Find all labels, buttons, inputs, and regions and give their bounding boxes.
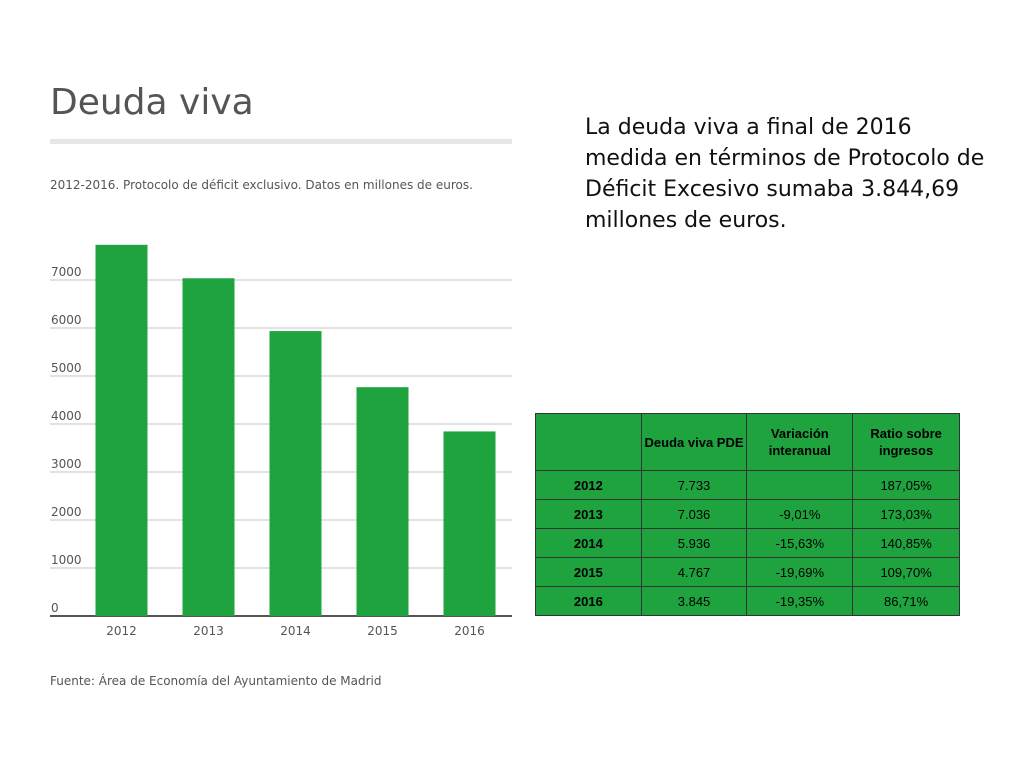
year-cell: 2014 bbox=[535, 528, 642, 558]
y-tick-label: 5000 bbox=[51, 361, 82, 375]
bar bbox=[356, 387, 409, 616]
chart-title: Deuda viva bbox=[50, 82, 254, 123]
x-tick-labels: 2012 2013 2014 2015 2016 bbox=[106, 624, 485, 638]
ratio-cell: 109,70% bbox=[852, 557, 960, 587]
ratio-cell: 187,05% bbox=[852, 470, 960, 500]
bar bbox=[182, 278, 235, 616]
ratio-cell: 86,71% bbox=[852, 586, 960, 616]
bar bbox=[269, 331, 322, 616]
description-text: La deuda viva a final de 2016 medida en … bbox=[585, 115, 985, 233]
x-tick-label: 2012 bbox=[106, 624, 137, 638]
table-row: 2016 3.845 -19,35% 86,71% bbox=[535, 586, 960, 616]
chart-subtitle: 2012-2016. Protocolo de déficit exclusiv… bbox=[50, 178, 473, 192]
deuda-cell: 4.767 bbox=[640, 557, 748, 587]
header-cell-empty bbox=[535, 413, 642, 471]
table-row: 2015 4.767 -19,69% 109,70% bbox=[535, 557, 960, 587]
y-tick-label: 6000 bbox=[51, 313, 82, 327]
variacion-cell bbox=[746, 470, 854, 500]
year-cell: 2013 bbox=[535, 499, 642, 529]
year-cell: 2015 bbox=[535, 557, 642, 587]
x-tick-label: 2016 bbox=[454, 624, 485, 638]
table-row: 2012 7.733 187,05% bbox=[535, 470, 960, 500]
deuda-cell: 7.733 bbox=[640, 470, 748, 500]
bar bbox=[443, 431, 496, 616]
year-cell: 2016 bbox=[535, 586, 642, 616]
variacion-cell: -19,69% bbox=[746, 557, 854, 587]
y-tick-label: 1000 bbox=[51, 553, 82, 567]
table-row: 2013 7.036 -9,01% 173,03% bbox=[535, 499, 960, 529]
year-cell: 2012 bbox=[535, 470, 642, 500]
y-tick-label: 4000 bbox=[51, 409, 82, 423]
y-tick-labels: 0 1000 2000 3000 4000 5000 6000 7000 bbox=[51, 265, 82, 615]
bars bbox=[95, 244, 496, 617]
header-cell-variacion: Variación interanual bbox=[746, 413, 854, 471]
chart-source: Fuente: Área de Economía del Ayuntamient… bbox=[50, 674, 382, 688]
variacion-cell: -9,01% bbox=[746, 499, 854, 529]
data-table: Deuda viva PDE Variación interanual Rati… bbox=[535, 413, 960, 616]
deuda-cell: 5.936 bbox=[640, 528, 748, 558]
y-tick-label: 2000 bbox=[51, 505, 82, 519]
y-tick-label: 7000 bbox=[51, 265, 82, 279]
table-row: 2014 5.936 -15,63% 140,85% bbox=[535, 528, 960, 558]
x-tick-label: 2014 bbox=[280, 624, 311, 638]
bar bbox=[95, 244, 148, 617]
header-cell-deuda: Deuda viva PDE bbox=[640, 413, 748, 471]
y-tick-label: 3000 bbox=[51, 457, 82, 471]
y-tick-label: 0 bbox=[51, 601, 59, 615]
title-divider bbox=[50, 139, 512, 144]
variacion-cell: -19,35% bbox=[746, 586, 854, 616]
deuda-cell: 7.036 bbox=[640, 499, 748, 529]
ratio-cell: 140,85% bbox=[852, 528, 960, 558]
header-cell-ratio: Ratio sobre ingresos bbox=[852, 413, 960, 471]
variacion-cell: -15,63% bbox=[746, 528, 854, 558]
deuda-cell: 3.845 bbox=[640, 586, 748, 616]
x-tick-label: 2015 bbox=[367, 624, 398, 638]
table-header-row: Deuda viva PDE Variación interanual Rati… bbox=[535, 413, 960, 471]
ratio-cell: 173,03% bbox=[852, 499, 960, 529]
x-tick-label: 2013 bbox=[193, 624, 224, 638]
